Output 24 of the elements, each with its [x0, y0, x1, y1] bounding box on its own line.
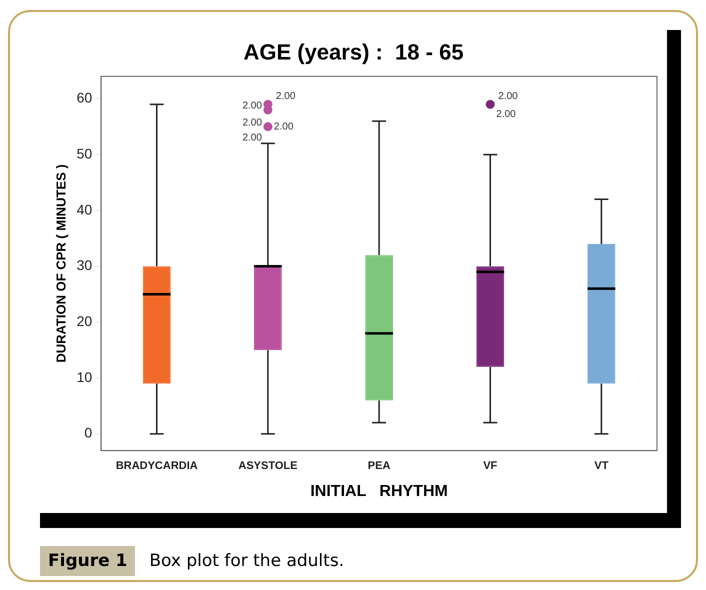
x-tick-label: PEA: [368, 460, 390, 472]
annotation: 2.00: [498, 91, 518, 102]
annotation: 2.00: [242, 117, 262, 128]
text: Box plot for the adults.: [149, 551, 344, 571]
annotation: 2.00: [496, 109, 516, 120]
x-tick-label: BRADYCARDIA: [116, 460, 198, 472]
annotation: 2.00: [242, 100, 262, 112]
y-tick-label: 50: [76, 145, 92, 162]
caption: Figure 1: [40, 546, 136, 576]
annotation: 2.00: [274, 121, 294, 132]
y-tick-label: 60: [76, 90, 92, 106]
y-tick-label: 10: [76, 368, 92, 385]
annotation: 2.00: [242, 132, 262, 144]
y-tick-label: 40: [76, 201, 92, 218]
x-tick-label: VT: [594, 460, 609, 472]
y-tick-label: 30: [76, 257, 92, 274]
annotation: 2.00: [276, 91, 296, 102]
x-tick-label: VF: [483, 460, 498, 472]
y-axis-title: DURATION OF CPR ( MINUTES ): [53, 164, 68, 363]
y-tick-label: 0: [84, 424, 92, 441]
x-tick-label: ASYSTOLE: [238, 460, 298, 472]
chart-title: AGE (years) : 18 - 65: [243, 39, 464, 64]
x-axis-title: INITIAL RHYTHM: [310, 482, 448, 500]
y-tick-label: 20: [76, 313, 92, 330]
